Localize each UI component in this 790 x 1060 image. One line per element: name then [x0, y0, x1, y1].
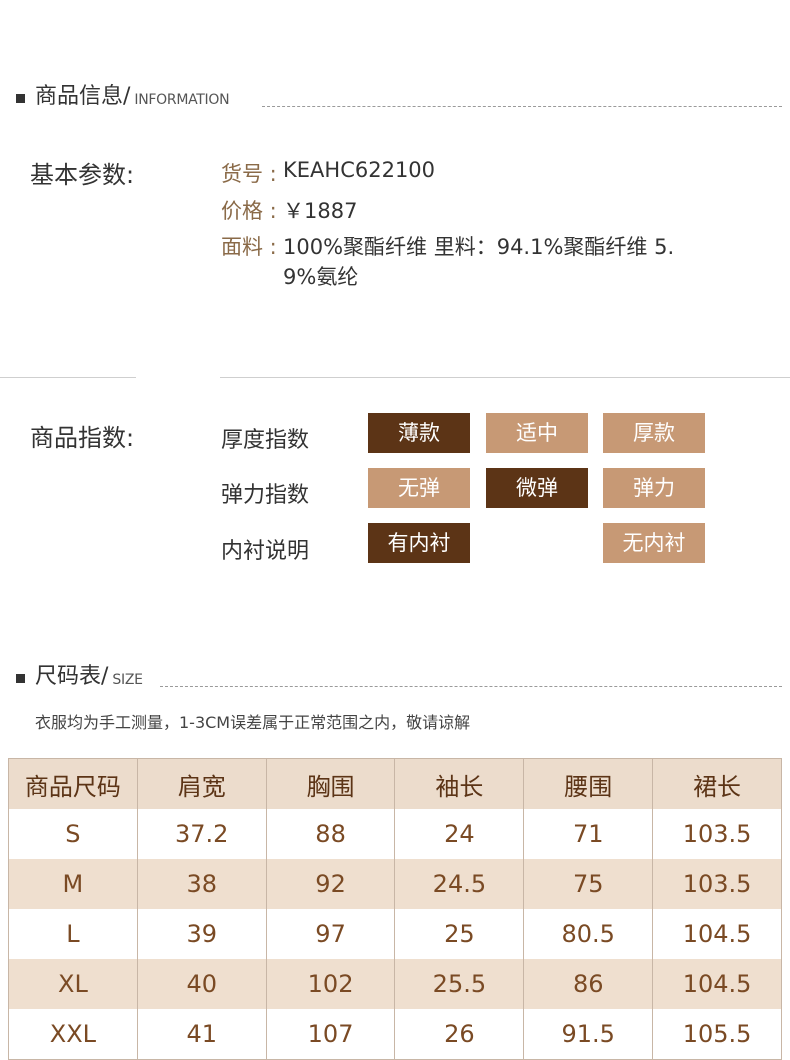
size-table: 商品尺码 肩宽 胸围 袖长 腰围 裙长 S 37.2 88 24 71 103.…	[8, 758, 782, 1060]
table-cell: 39	[136, 909, 267, 959]
table-cell: 107	[265, 1009, 396, 1060]
table-cell: L	[8, 909, 138, 959]
table-row: XL 40 102 25.5 86 104.5	[8, 959, 782, 1009]
table-cell: 25.5	[394, 959, 525, 1009]
lining-label: 内衬说明	[221, 539, 310, 564]
option-no-stretch[interactable]: 无弹	[368, 468, 470, 508]
option-lined[interactable]: 有内衬	[368, 523, 470, 563]
square-bullet-icon	[16, 674, 25, 683]
table-cell: 102	[265, 959, 396, 1009]
index-label: 商品指数:	[30, 424, 135, 452]
table-cell: 86	[523, 959, 654, 1009]
sku-key: 货号 :	[221, 162, 277, 186]
info-section-header: 商品信息/ INFORMATION	[16, 84, 230, 110]
table-cell: 88	[265, 809, 396, 859]
table-cell: 75	[523, 859, 654, 909]
table-cell: 25	[394, 909, 525, 959]
table-row: S 37.2 88 24 71 103.5	[8, 809, 782, 859]
option-slight-stretch[interactable]: 微弹	[486, 468, 588, 508]
table-header-cell: 裙长	[652, 758, 782, 809]
table-cell: XXL	[8, 1009, 138, 1060]
option-thick[interactable]: 厚款	[603, 413, 705, 453]
table-cell: 91.5	[523, 1009, 654, 1060]
option-thin[interactable]: 薄款	[368, 413, 470, 453]
table-header-cell: 肩宽	[136, 758, 267, 809]
table-cell: 24.5	[394, 859, 525, 909]
table-cell: 24	[394, 809, 525, 859]
price-value: ￥1887	[283, 199, 358, 223]
size-section-subtitle: SIZE	[112, 672, 143, 688]
table-header-cell: 胸围	[265, 758, 396, 809]
table-cell: 103.5	[652, 859, 782, 909]
table-cell: 104.5	[652, 909, 782, 959]
table-cell: 38	[136, 859, 267, 909]
fabric-value-line1: 100%聚酯纤维 里料：94.1%聚酯纤维 5.	[283, 235, 675, 259]
table-cell: 80.5	[523, 909, 654, 959]
size-section-title: 尺码表/	[35, 664, 109, 689]
table-header-cell: 袖长	[394, 758, 525, 809]
table-cell: M	[8, 859, 138, 909]
table-header-cell: 商品尺码	[8, 758, 138, 809]
table-cell: 71	[523, 809, 654, 859]
option-unlined[interactable]: 无内衬	[603, 523, 705, 563]
table-cell: 41	[136, 1009, 267, 1060]
table-row: M 38 92 24.5 75 103.5	[8, 859, 782, 909]
table-cell: 104.5	[652, 959, 782, 1009]
measurement-note: 衣服均为手工测量，1-3CM误差属于正常范围之内，敬请谅解	[35, 713, 471, 732]
thickness-index-label: 厚度指数	[221, 428, 310, 453]
section-rule-right	[220, 377, 790, 378]
table-cell: S	[8, 809, 138, 859]
table-row: XXL 41 107 26 91.5 105.5	[8, 1009, 782, 1060]
fabric-key: 面料 :	[221, 235, 277, 259]
info-section-title: 商品信息/	[35, 84, 131, 109]
basic-params-label: 基本参数:	[30, 161, 135, 189]
info-section-subtitle: INFORMATION	[134, 92, 230, 108]
option-stretch[interactable]: 弹力	[603, 468, 705, 508]
table-cell: XL	[8, 959, 138, 1009]
table-header-row: 商品尺码 肩宽 胸围 袖长 腰围 裙长	[8, 758, 782, 809]
table-cell: 97	[265, 909, 396, 959]
square-bullet-icon	[16, 94, 25, 103]
option-medium[interactable]: 适中	[486, 413, 588, 453]
size-section-header: 尺码表/ SIZE	[16, 664, 143, 690]
table-cell: 37.2	[136, 809, 267, 859]
table-cell: 103.5	[652, 809, 782, 859]
info-section-divider	[262, 106, 782, 107]
table-cell: 26	[394, 1009, 525, 1060]
fabric-value-line2: 9%氨纶	[283, 265, 359, 289]
table-cell: 92	[265, 859, 396, 909]
table-cell: 40	[136, 959, 267, 1009]
sku-value: KEAHC622100	[283, 158, 436, 182]
stretch-index-label: 弹力指数	[221, 483, 310, 508]
section-rule-left	[0, 377, 136, 378]
table-cell: 105.5	[652, 1009, 782, 1060]
size-section-divider	[160, 686, 782, 687]
price-key: 价格 :	[221, 199, 277, 223]
table-row: L 39 97 25 80.5 104.5	[8, 909, 782, 959]
table-header-cell: 腰围	[523, 758, 654, 809]
